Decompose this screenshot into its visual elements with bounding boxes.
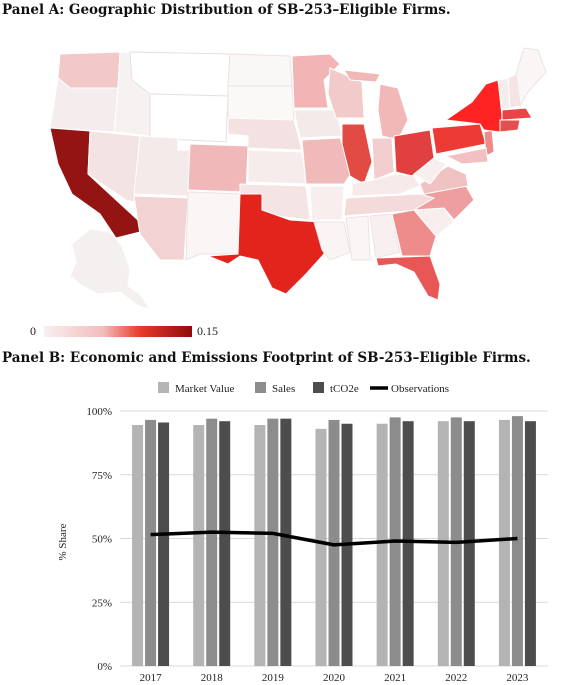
legend-label: Observations xyxy=(391,383,449,395)
observations-line xyxy=(150,530,518,547)
footprint-bar-chart: Market Value Sales tCO2e Observations % Sha… xyxy=(57,382,548,684)
state-west-virginia xyxy=(413,157,447,185)
legend-swatch xyxy=(158,382,169,393)
x-tick-label: 2018 xyxy=(201,672,224,684)
state-connecticut xyxy=(499,119,521,133)
state-colorado xyxy=(187,143,249,193)
state-louisiana xyxy=(313,221,351,261)
state-arizona xyxy=(133,195,189,261)
colorbar xyxy=(44,326,192,337)
bar-market-value-2023 xyxy=(498,419,510,666)
state-nevada xyxy=(87,130,141,203)
state-alaska xyxy=(69,228,152,310)
bar-market-value-2021 xyxy=(376,423,388,666)
bar-sales-2023 xyxy=(511,416,523,666)
x-tick-label: 2021 xyxy=(384,672,406,684)
colorbar-min-label: 0 xyxy=(30,324,36,338)
line-observations xyxy=(150,530,518,547)
bar-tco2e-2022 xyxy=(463,421,475,666)
us-choropleth-map: 0 0.15 xyxy=(30,47,547,338)
state-minnesota xyxy=(291,53,341,109)
bar-tco2e-2023 xyxy=(524,421,536,666)
state-wyoming xyxy=(149,93,229,143)
state-maine xyxy=(515,47,547,108)
state-kentucky xyxy=(351,173,421,197)
bar-tco2e-2019 xyxy=(280,418,292,666)
state-south-dakota xyxy=(227,85,295,121)
x-tick-label: 2017 xyxy=(140,672,163,684)
legend-label: Market Value xyxy=(175,383,234,395)
legend-swatch xyxy=(313,382,324,393)
x-axis-ticks: 2017 2018 2019 2020 2021 2022 2023 xyxy=(140,672,529,684)
bar-sales-2017 xyxy=(145,419,157,666)
state-nebraska xyxy=(227,117,303,151)
state-virginia xyxy=(419,165,469,195)
state-new-mexico xyxy=(185,191,241,261)
state-georgia xyxy=(391,209,437,257)
bar-sales-2019 xyxy=(267,418,279,666)
x-tick-label: 2022 xyxy=(445,672,467,684)
state-texas xyxy=(207,193,325,295)
bar-tco2e-2021 xyxy=(402,421,414,666)
panel-a-title: Panel A: Geographic Distribution of SB-2… xyxy=(2,2,451,18)
state-north-carolina xyxy=(413,185,475,221)
y-axis-label: % Share xyxy=(57,523,69,560)
state-alabama xyxy=(369,213,401,259)
x-tick-label: 2020 xyxy=(323,672,346,684)
bar-market-value-2020 xyxy=(315,428,327,666)
state-mississippi xyxy=(345,215,371,261)
state-utah xyxy=(133,135,191,197)
bar-market-value-2019 xyxy=(254,425,266,666)
state-north-dakota xyxy=(227,53,293,87)
y-axis-ticks: 0% 25% 50% 75% 100% xyxy=(86,406,112,673)
bar-market-value-2017 xyxy=(132,425,144,666)
y-tick-label: 25% xyxy=(92,597,112,609)
bar-market-value-2018 xyxy=(193,425,205,666)
state-kansas xyxy=(247,149,307,185)
bar-tco2e-2018 xyxy=(219,421,231,666)
y-tick-label: 100% xyxy=(86,406,112,418)
panel-b-title: Panel B: Economic and Emissions Footprin… xyxy=(2,350,531,366)
state-maryland xyxy=(444,147,489,165)
state-missouri xyxy=(301,137,353,185)
state-montana xyxy=(129,51,231,97)
state-washington xyxy=(57,51,121,89)
x-tick-label: 2023 xyxy=(506,672,529,684)
y-tick-label: 0% xyxy=(97,661,112,673)
legend-label: Sales xyxy=(272,383,295,395)
state-indiana xyxy=(371,137,395,181)
state-massachusetts xyxy=(501,107,533,121)
bar-sales-2018 xyxy=(206,418,218,666)
legend-swatch xyxy=(255,382,266,393)
bar-tco2e-2017 xyxy=(158,422,170,666)
bars xyxy=(132,416,536,666)
legend-label: tCO2e xyxy=(330,383,359,395)
bar-sales-2020 xyxy=(328,419,340,666)
state-florida xyxy=(375,255,441,301)
y-tick-label: 75% xyxy=(92,470,112,482)
state-arkansas xyxy=(309,185,345,221)
x-tick-label: 2019 xyxy=(262,672,285,684)
y-tick-label: 50% xyxy=(92,534,112,546)
colorbar-max-label: 0.15 xyxy=(197,324,218,338)
chart-legend: Market Value Sales tCO2e Observations xyxy=(158,382,449,395)
